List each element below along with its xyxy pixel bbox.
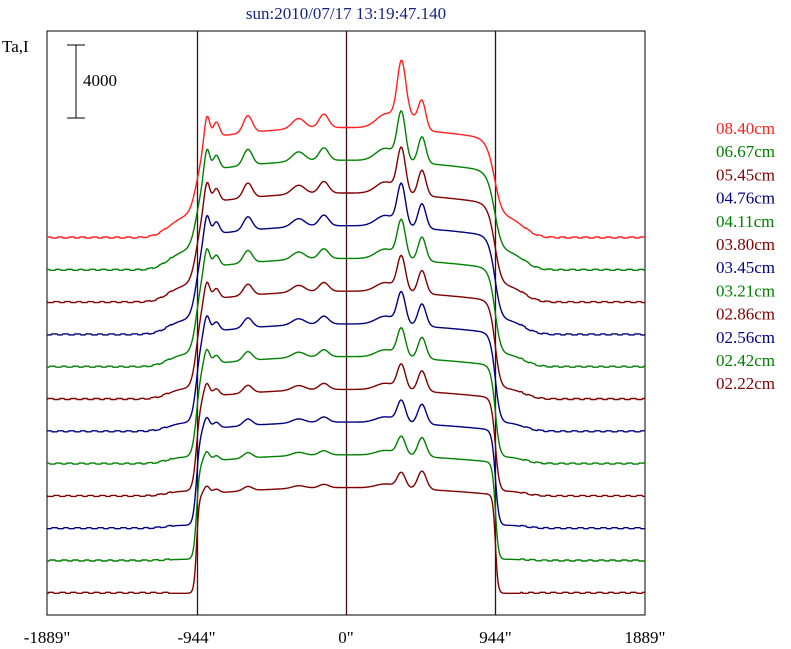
series-line-02-22cm	[47, 470, 645, 594]
x-tick-label: 944"	[479, 628, 511, 647]
chart-title: sun:2010/07/17 13:19:47.140	[246, 4, 446, 23]
x-tick-labels: -1889" -944" 0" 944" 1889"	[24, 628, 666, 647]
legend-entry: 03.45cm	[716, 258, 775, 277]
x-tick-label: -1889"	[24, 628, 71, 647]
legend-entry: 06.67cm	[716, 142, 775, 161]
legend-entry: 04.76cm	[716, 189, 775, 208]
series-lines	[46, 59, 646, 594]
y-axis-label: Ta,I	[2, 37, 29, 56]
series-line-03-45cm	[47, 290, 645, 433]
scale-bar-value: 4000	[83, 71, 117, 90]
legend-entry: 02.56cm	[716, 328, 775, 347]
legend-entry: 02.86cm	[716, 305, 775, 324]
legend-entry: 04.11cm	[716, 212, 774, 231]
legend-entry: 03.80cm	[716, 235, 775, 254]
legend-entry: 08.40cm	[716, 119, 775, 138]
scale-bar: 4000	[67, 44, 117, 119]
series-line-06-67cm	[47, 109, 645, 272]
x-tick-label: -944"	[178, 628, 216, 647]
legend-entry: 03.21cm	[716, 281, 775, 300]
x-tick-label: 0"	[338, 628, 353, 647]
series-line-05-45cm	[46, 145, 645, 304]
legend-entry: 02.22cm	[716, 374, 775, 393]
series-line-04-11cm	[47, 218, 645, 368]
legend-entry: 02.42cm	[716, 351, 775, 370]
series-line-03-80cm	[46, 254, 645, 401]
series-line-02-86cm	[46, 362, 645, 498]
legend-entry: 05.45cm	[716, 165, 775, 184]
series-line-03-21cm	[47, 326, 646, 465]
series-line-02-56cm	[47, 399, 645, 530]
x-tick-label: 1889"	[625, 628, 666, 647]
series-line-04-76cm	[47, 182, 645, 336]
series-line-08-40cm	[47, 59, 645, 239]
series-line-02-42cm	[47, 435, 646, 562]
legend: 08.40cm 06.67cm 05.45cm 04.76cm 04.11cm 03.80…	[716, 119, 775, 393]
